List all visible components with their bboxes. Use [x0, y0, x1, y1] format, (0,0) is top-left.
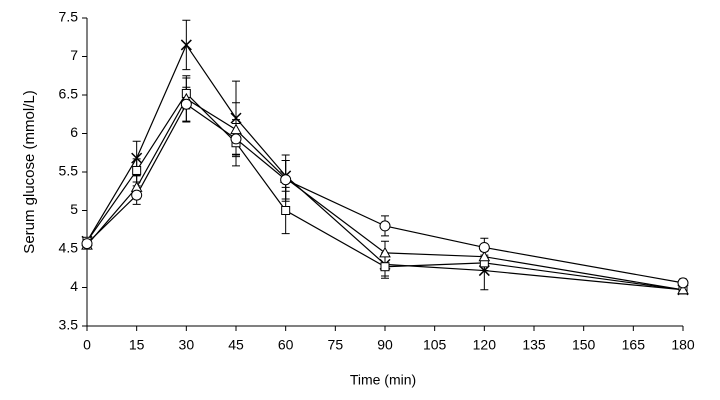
marker-square: [380, 262, 390, 272]
marker-triangle: [230, 123, 242, 135]
series-line: [86, 103, 684, 284]
x-tick-label: 105: [423, 337, 447, 353]
y-tick-label: 5.5: [59, 163, 79, 179]
y-tick-label: 5: [70, 201, 78, 217]
x-axis-label: Time (min): [350, 372, 416, 388]
x-tick-label: 135: [522, 337, 546, 353]
y-tick-label: 7.5: [59, 9, 79, 25]
x-tick-label: 150: [572, 337, 596, 353]
x-tick-label: 60: [278, 337, 294, 353]
x-tick-label: 75: [328, 337, 344, 353]
marker-x: [131, 152, 143, 164]
marker-circle: [677, 277, 689, 289]
x-tick-label: 90: [377, 337, 393, 353]
y-tick-label: 6: [70, 124, 78, 140]
y-tick-label: 4.5: [59, 240, 79, 256]
x-tick-label: 0: [83, 337, 91, 353]
marker-triangle: [379, 246, 391, 258]
marker-triangle: [478, 250, 491, 262]
marker-circle: [379, 220, 391, 232]
marker-triangle: [677, 283, 689, 295]
marker-x: [180, 39, 192, 51]
marker-circle: [131, 189, 143, 201]
y-tick-label: 7: [70, 47, 78, 63]
series-line: [86, 92, 684, 291]
x-tick-label: 30: [179, 337, 195, 353]
marker-circle: [280, 174, 292, 186]
x-tick-label: 165: [622, 337, 646, 353]
x-tick-label: 15: [129, 337, 145, 353]
y-tick-label: 4: [70, 278, 78, 294]
series-line: [86, 98, 684, 291]
y-tick-label: 6.5: [59, 86, 79, 102]
y-tick-label: 3.5: [59, 317, 79, 333]
marker-circle: [230, 133, 242, 145]
x-tick-label: 120: [473, 337, 497, 353]
marker-square: [281, 206, 291, 215]
y-axis-label: Serum glucose (mmol/L): [21, 90, 38, 253]
x-tick-label: 45: [228, 337, 244, 353]
x-tick-label: 180: [671, 337, 695, 353]
marker-circle: [478, 241, 490, 253]
marker-square: [132, 165, 142, 175]
marker-x: [230, 112, 242, 124]
marker-circle: [180, 98, 192, 110]
marker-circle: [81, 238, 93, 250]
series-line: [86, 43, 684, 291]
